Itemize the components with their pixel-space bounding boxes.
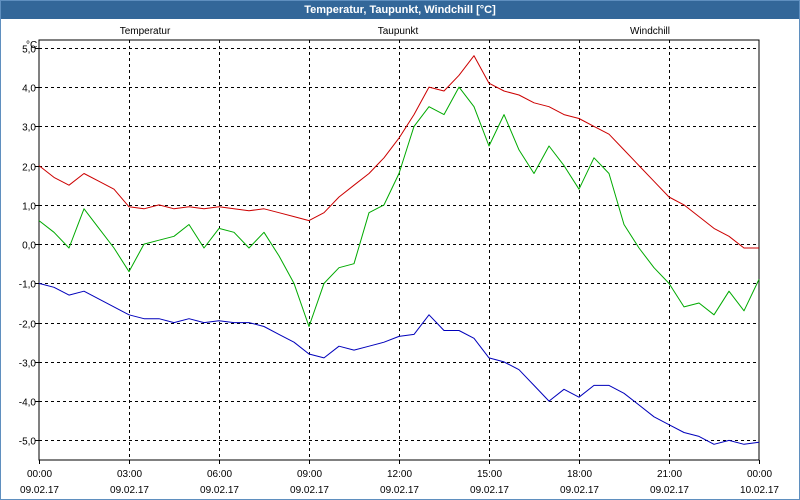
y-tick-label: 2,0 xyxy=(22,163,36,174)
y-tick-label: 0,0 xyxy=(22,241,36,252)
x-tick-date-label: 09.02.17 xyxy=(470,485,509,496)
y-tick-label: -2,0 xyxy=(19,320,37,331)
x-tick-time-label: 18:00 xyxy=(567,469,592,480)
series-layer xyxy=(38,55,760,445)
y-tick-label: 1,0 xyxy=(22,202,36,213)
y-tick-label: 4,0 xyxy=(22,84,36,95)
tick-labels: 5,0 4,0 3,0 2,0 1,0 0,0 -1,0 -2,0 -3,0 -4,0 -5,0 00… xyxy=(19,45,780,497)
window-title: Temperatur, Taupunkt, Windchill [°C] xyxy=(1,1,799,19)
windchill-line xyxy=(38,86,760,327)
y-axis-unit-label: °C xyxy=(26,40,37,51)
legend-taupunkt: Taupunkt xyxy=(378,26,419,37)
x-tick-date-label: 09.02.17 xyxy=(560,485,599,496)
x-tick-date-label: 09.02.17 xyxy=(200,485,239,496)
x-tick-date-label: 09.02.17 xyxy=(290,485,329,496)
y-tick-label: 5,0 xyxy=(22,45,36,56)
y-tick-label: -4,0 xyxy=(19,398,37,409)
legend-windchill: Windchill xyxy=(630,26,670,37)
y-tick-label: -5,0 xyxy=(19,437,37,448)
x-tick-time-label: 21:00 xyxy=(657,469,682,480)
x-tick-time-label: 06:00 xyxy=(207,469,232,480)
x-tick-date-label: 09.02.17 xyxy=(650,485,689,496)
legend-temperatur: Temperatur xyxy=(120,26,171,37)
x-tick-date-label: 09.02.17 xyxy=(380,485,419,496)
y-tick-label: -3,0 xyxy=(19,359,37,370)
temperatur-line xyxy=(38,55,759,249)
x-tick-time-label: 00:00 xyxy=(747,469,772,480)
x-tick-time-label: 00:00 xyxy=(27,469,52,480)
x-tick-date-label: 09.02.17 xyxy=(20,485,59,496)
taupunkt-line xyxy=(38,282,760,445)
x-tick-time-label: 12:00 xyxy=(387,469,412,480)
x-tick-date-label: 10.02.17 xyxy=(740,485,779,496)
y-tick-label: -1,0 xyxy=(19,280,37,291)
x-tick-time-label: 09:00 xyxy=(297,469,322,480)
x-tick-date-label: 09.02.17 xyxy=(110,485,149,496)
y-tick-label: 3,0 xyxy=(22,123,36,134)
x-tick-time-label: 03:00 xyxy=(117,469,142,480)
x-tick-time-label: 15:00 xyxy=(477,469,502,480)
grid xyxy=(35,39,760,464)
